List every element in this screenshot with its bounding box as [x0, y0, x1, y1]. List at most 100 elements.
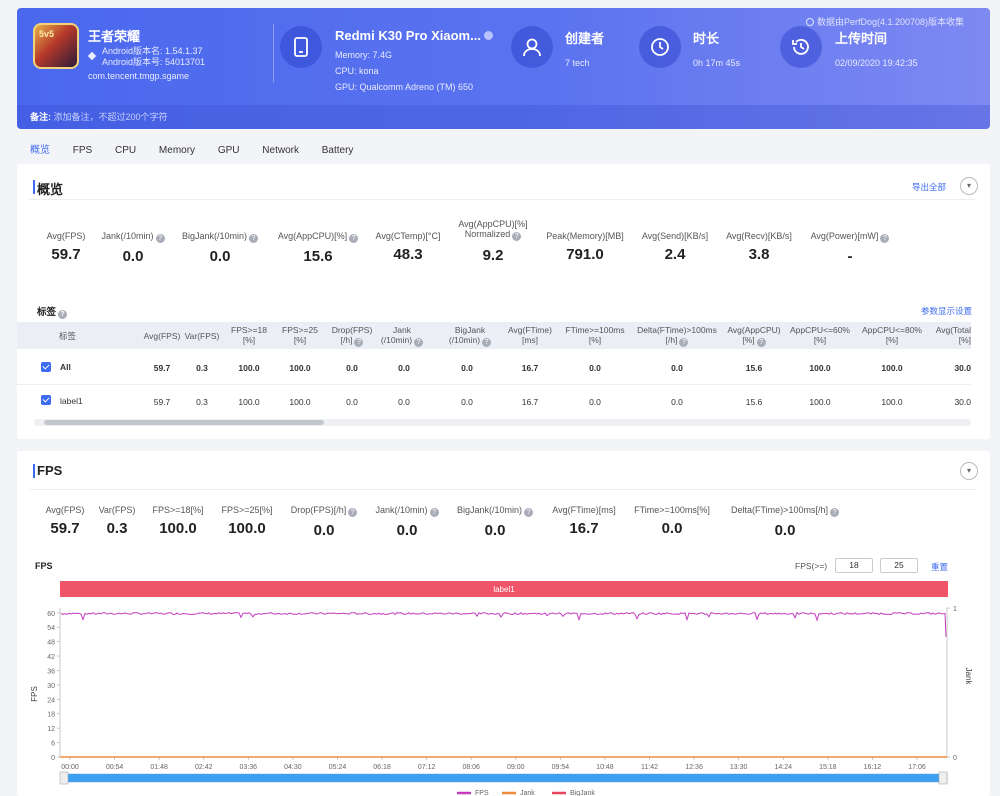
legend-label-bigjank[interactable]: BigJank [570, 790, 595, 796]
device-memory: Memory: 7.4G [335, 50, 393, 60]
info-icon [805, 18, 814, 26]
table-horizontal-scrollbar[interactable] [34, 419, 971, 426]
help-icon[interactable]: ? [414, 338, 424, 347]
col-var-fps: Var(FPS) [184, 331, 220, 341]
label-band-text: label1 [493, 585, 515, 594]
collapse-fps-icon[interactable]: ▾ [960, 462, 978, 480]
tab-memory[interactable]: Memory [158, 145, 196, 156]
fps-stat-delta-ftime: Delta(FTime)>100ms[/h]? 0.0 [722, 505, 848, 539]
help-icon[interactable]: ? [155, 234, 165, 243]
duration-value: 0h 17m 45s [693, 58, 741, 68]
help-icon[interactable]: ? [482, 338, 492, 347]
row-all-checkbox[interactable] [41, 362, 51, 372]
help-icon[interactable]: ? [880, 234, 890, 243]
y-tick-label: 24 [47, 697, 55, 704]
col-avg-appcpu: Avg(AppCPU) [%]? [727, 325, 781, 347]
stat-jank: Jank(/10min)? 0.0 [93, 231, 173, 265]
y2-tick-label: 1 [953, 606, 957, 613]
param-settings-link[interactable]: 参数显示设置 [921, 306, 973, 316]
zoom-handle-right[interactable] [938, 771, 948, 785]
y-axis-title: FPS [30, 686, 39, 702]
help-icon[interactable]: ? [58, 310, 68, 319]
col-appcpu80: AppCPU<=80% [%] [861, 325, 922, 345]
clock-icon [639, 26, 681, 68]
upload-label: 上传时间 [835, 31, 888, 46]
device-info-icon[interactable] [483, 31, 493, 40]
fps-card [17, 451, 990, 796]
x-tick-label: 11:42 [641, 764, 658, 771]
help-icon[interactable]: ? [829, 508, 839, 517]
overview-title: 概览 [32, 179, 63, 198]
fps-stat-fps25: FPS>=25[%] 100.0 [221, 505, 273, 537]
x-tick-label: 07:12 [418, 764, 436, 771]
fps-chart-title: FPS [35, 561, 53, 571]
export-all-link[interactable]: 导出全部 [912, 182, 947, 192]
zoom-slider-range[interactable] [67, 774, 941, 782]
help-icon[interactable]: ? [429, 508, 439, 517]
device-gpu: GPU: Qualcomm Adreno (TM) 650 [335, 82, 474, 92]
divider [29, 489, 977, 490]
fps-stat-avg-ftime: Avg(FTime)[ms] 16.7 [552, 505, 616, 537]
help-icon[interactable]: ? [679, 338, 689, 347]
collapse-overview-icon[interactable]: ▾ [960, 177, 978, 195]
help-icon[interactable]: ? [512, 232, 522, 241]
app-version: Android版本名: 1.54.1.37 Android版本号: 540137… [87, 46, 205, 68]
x-tick-label: 05:24 [329, 764, 347, 771]
col-fps25: FPS>=25 [%] [282, 325, 318, 345]
series-fps-line [60, 611, 947, 637]
col-drop: Drop(FPS) [/h]? [331, 325, 373, 347]
row-label1-checkbox[interactable] [41, 395, 51, 405]
fps-threshold-label: FPS(>=) [795, 561, 828, 571]
creator-label: 创建者 [565, 31, 605, 46]
y-tick-label: 0 [51, 755, 55, 762]
fps-threshold-input-2[interactable]: 25 [880, 558, 918, 573]
x-tick-label: 01:48 [150, 764, 168, 771]
fps-stat-ftime100: FTime>=100ms[%] 0.0 [634, 505, 710, 537]
zoom-handle-left[interactable] [59, 771, 69, 785]
x-tick-label: 08:06 [462, 764, 480, 771]
legend-label-fps[interactable]: FPS [475, 790, 489, 796]
overview-card [17, 164, 990, 439]
stat-avg-appcpu: Avg(AppCPU)[%]? 15.6 [272, 231, 364, 265]
remark-bar[interactable]: 备注: 添加备注，不超过200个字符 [17, 105, 990, 129]
help-icon[interactable]: ? [348, 508, 358, 517]
y-tick-label: 48 [47, 640, 55, 647]
row-divider [17, 384, 971, 385]
tags-title: 标签? [37, 304, 68, 319]
fps-stat-jank: Jank(/10min)? 0.0 [370, 505, 444, 539]
help-icon[interactable]: ? [349, 234, 359, 243]
x-tick-label: 16:12 [864, 764, 882, 771]
fps-section-title: FPS [32, 463, 63, 478]
help-icon[interactable]: ? [354, 338, 364, 347]
tab-cpu[interactable]: CPU [115, 145, 137, 156]
source-note: 数据由PerfDog(4.1.200708)版本收集 [805, 15, 964, 28]
help-icon[interactable]: ? [249, 234, 259, 243]
x-tick-label: 15:18 [819, 764, 837, 771]
fps-threshold-input-1[interactable]: 18 [835, 558, 873, 573]
help-icon[interactable]: ? [756, 338, 766, 347]
x-tick-label: 17:06 [908, 764, 926, 771]
col-delta-ftime: Delta(FTime)>100ms [/h]? [637, 325, 717, 347]
tab-fps[interactable]: FPS [72, 145, 93, 156]
device-cpu: CPU: kona [335, 66, 379, 76]
remark-input[interactable]: 添加备注，不超过200个字符 [53, 112, 168, 122]
tab-overview[interactable]: 概览 [30, 145, 50, 156]
tab-network[interactable]: Network [262, 145, 299, 156]
tab-battery[interactable]: Battery [321, 145, 354, 156]
col-avg-ftime: Avg(FTime) [ms] [508, 325, 552, 345]
reset-link[interactable]: 重置 [931, 562, 949, 572]
legend-label-jank[interactable]: Jank [520, 790, 535, 796]
stat-avg-recv: Avg(Recv)[KB/s] 3.8 [726, 231, 792, 263]
stat-peak-memory: Peak(Memory)[MB] 791.0 [546, 231, 624, 263]
y-tick-label: 30 [47, 683, 55, 690]
col-fps18: FPS>=18 [%] [231, 325, 267, 345]
help-icon[interactable]: ? [524, 508, 534, 517]
fps-stat-drop: Drop(FPS)[/h]? 0.0 [285, 505, 363, 539]
x-tick-label: 09:00 [507, 764, 525, 771]
x-tick-label: 10:48 [596, 764, 614, 771]
scrollbar-thumb[interactable] [44, 420, 324, 425]
col-appcpu60: AppCPU<=60% [%] [789, 325, 850, 345]
tab-gpu[interactable]: GPU [217, 145, 240, 156]
col-tag: 标签 [59, 331, 77, 341]
